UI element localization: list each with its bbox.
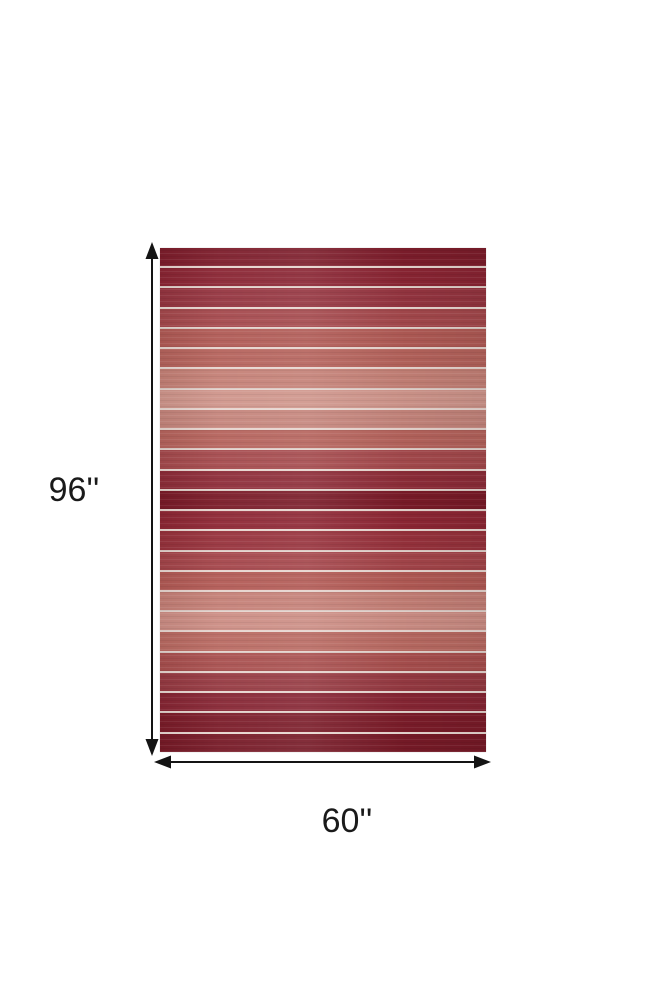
height-dimension-arrow	[145, 242, 159, 756]
rug-stripe	[160, 389, 486, 408]
rug-stripe	[160, 268, 486, 287]
rug-stripe	[160, 450, 486, 469]
rug-stripe	[160, 470, 486, 489]
rug-pinstripe	[160, 488, 486, 491]
rug-pinstripe	[160, 529, 486, 532]
rug-pinstripe	[160, 266, 486, 269]
rug-pinstripe	[160, 731, 486, 734]
rug-stripe	[160, 591, 486, 611]
rug-stripe	[160, 308, 486, 327]
rug-stripe	[160, 409, 486, 429]
height-dimension-label: 96''	[48, 471, 100, 509]
rug-pinstripe	[160, 670, 486, 673]
rug-pinstripe	[160, 630, 486, 633]
rug-stripe	[160, 652, 486, 671]
rug-pinstripe	[160, 509, 486, 512]
rug-pinstripe	[160, 691, 486, 694]
rug-stripe	[160, 713, 486, 732]
rug-pinstripe	[160, 569, 486, 572]
arrowhead-down-icon	[145, 739, 159, 756]
rug-stripe	[160, 349, 486, 368]
rug-pinstripe	[160, 367, 486, 370]
rug-pinstripe	[160, 428, 486, 431]
rug-pinstripe	[160, 711, 486, 714]
rug-stripe	[160, 248, 486, 267]
rug-pinstripe	[160, 286, 486, 289]
rug-pinstripe	[160, 347, 486, 350]
rug-pinstripe	[160, 589, 486, 592]
rug-stripe	[160, 328, 486, 348]
arrowhead-up-icon	[145, 242, 159, 259]
rug-stripe	[160, 288, 486, 307]
rug-stripe	[160, 430, 486, 449]
rug-stripe	[160, 551, 486, 570]
rug-stripe	[160, 672, 486, 692]
rug-stripe	[160, 369, 486, 388]
rug-stripe	[160, 571, 486, 590]
rug-stripe	[160, 733, 486, 752]
arrowhead-right-icon	[474, 755, 491, 769]
rug-image	[160, 248, 486, 752]
rug-stripe	[160, 693, 486, 712]
rug-pinstripe	[160, 306, 486, 309]
rug-stripe	[160, 511, 486, 530]
rug-stripe	[160, 490, 486, 510]
width-dimension-label: 60''	[321, 802, 373, 840]
rug-stripe	[160, 531, 486, 550]
rug-pinstripe	[160, 610, 486, 613]
rug-stripe	[160, 632, 486, 651]
rug-pinstripe	[160, 407, 486, 410]
rug-pinstripe	[160, 549, 486, 552]
rug-pinstripe	[160, 387, 486, 390]
rug-pinstripe	[160, 650, 486, 653]
rug-pinstripe	[160, 468, 486, 471]
width-dimension-arrow	[154, 755, 491, 769]
rug-stripe	[160, 612, 486, 631]
rug-pinstripe	[160, 326, 486, 329]
arrowhead-left-icon	[154, 755, 171, 769]
rug-pinstripe	[160, 448, 486, 451]
